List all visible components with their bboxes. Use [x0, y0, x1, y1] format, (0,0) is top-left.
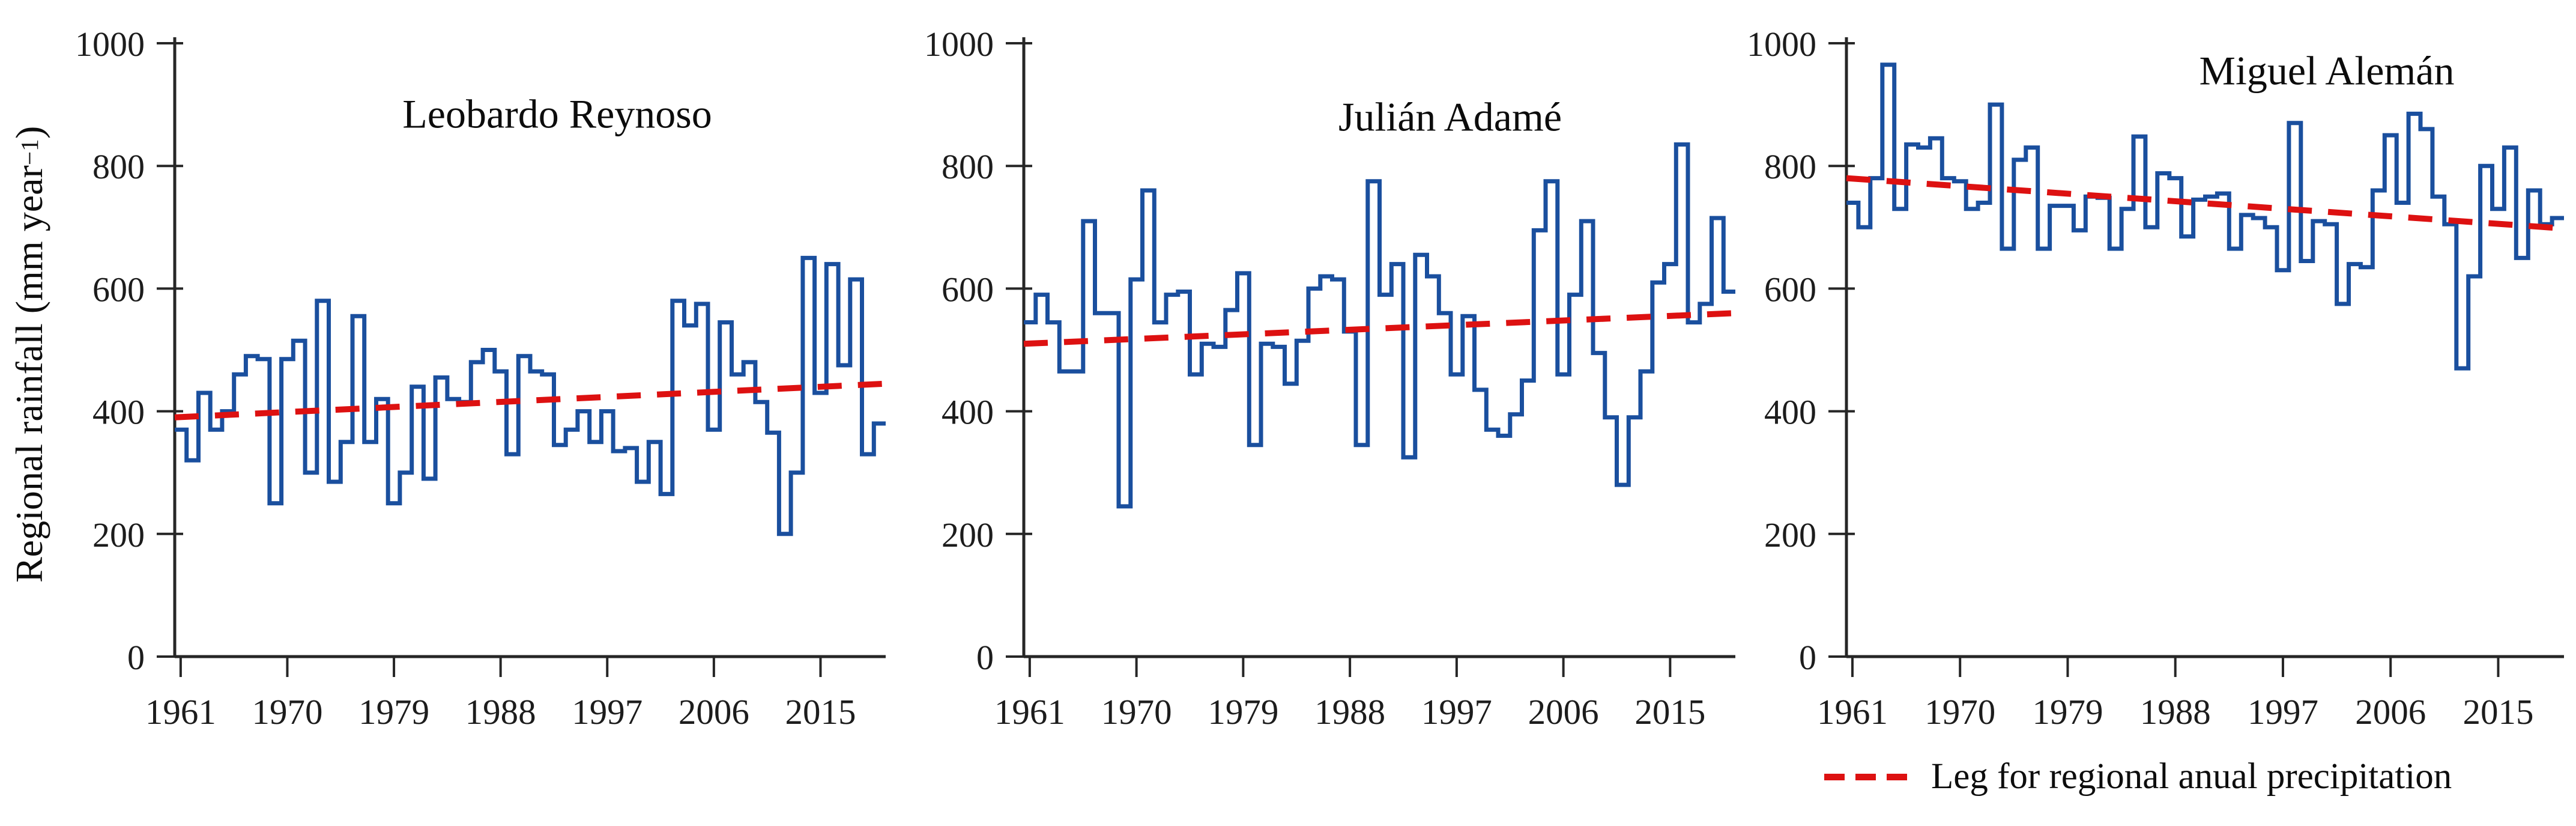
panel-miguel-aleman: 0 200 400 600 800 1000 1961 1970 1979 1988 1997 200… — [1747, 25, 2565, 732]
svg-text:2015: 2015 — [1634, 692, 1705, 732]
svg-text:1000: 1000 — [75, 25, 145, 64]
panel-title-leobardo-reynoso: Leobardo Reynoso — [402, 91, 712, 137]
legend: Leg for regional anual precipitation — [1824, 756, 2452, 798]
trend-dashed-line-icon — [1824, 773, 1907, 780]
svg-text:800: 800 — [92, 147, 145, 186]
svg-text:0: 0 — [1799, 638, 1816, 677]
svg-text:2006: 2006 — [1528, 692, 1599, 732]
svg-text:1000: 1000 — [1747, 25, 1816, 64]
svg-text:1979: 1979 — [2032, 692, 2103, 732]
svg-text:400: 400 — [942, 393, 994, 432]
svg-text:400: 400 — [92, 393, 145, 432]
svg-text:800: 800 — [942, 147, 994, 186]
svg-text:2006: 2006 — [679, 692, 749, 732]
panel-title-miguel-aleman: Miguel Alemán — [2199, 47, 2455, 94]
svg-text:200: 200 — [942, 515, 994, 554]
svg-text:600: 600 — [1764, 270, 1816, 309]
svg-text:600: 600 — [92, 270, 145, 309]
trend-dashed-line — [1846, 175, 2565, 232]
svg-text:1979: 1979 — [358, 692, 429, 732]
svg-text:1997: 1997 — [2248, 692, 2318, 732]
svg-text:1961: 1961 — [1817, 692, 1888, 732]
svg-text:1970: 1970 — [1924, 692, 1995, 732]
svg-text:1997: 1997 — [1421, 692, 1492, 732]
svg-text:1970: 1970 — [252, 692, 322, 732]
svg-text:600: 600 — [942, 270, 994, 309]
svg-text:1988: 1988 — [1314, 692, 1385, 732]
svg-text:2015: 2015 — [2463, 692, 2533, 732]
panel-julian-adame: 0 200 400 600 800 1000 1961 1970 1979 1988 1997 200… — [924, 25, 1736, 732]
panel-title-julian-adame: Julián Adamé — [1338, 94, 1562, 140]
svg-text:1988: 1988 — [2140, 692, 2211, 732]
svg-text:1979: 1979 — [1208, 692, 1278, 732]
svg-text:1970: 1970 — [1101, 692, 1172, 732]
svg-text:1988: 1988 — [465, 692, 536, 732]
y-axis-label: Regional rainfall (mm year −1) — [4, 18, 55, 691]
svg-text:1997: 1997 — [572, 692, 642, 732]
annual-rainfall-step-line — [175, 255, 886, 536]
svg-text:0: 0 — [127, 638, 145, 677]
svg-text:0: 0 — [976, 638, 994, 677]
y-axis-label-close: ) — [8, 126, 50, 139]
svg-text:2015: 2015 — [785, 692, 856, 732]
svg-text:1000: 1000 — [924, 25, 994, 64]
svg-text:400: 400 — [1764, 393, 1816, 432]
annual-rainfall-step-line — [1024, 142, 1735, 509]
annual-rainfall-step-line — [1846, 62, 2564, 371]
svg-text:1961: 1961 — [145, 692, 216, 732]
legend-label: Leg for regional anual precipitation — [1931, 756, 2452, 797]
svg-text:200: 200 — [92, 515, 145, 554]
svg-text:800: 800 — [1764, 147, 1816, 186]
y-axis-label-superscript: −1 — [16, 139, 43, 166]
panel-leobardo-reynoso: 0 200 400 600 800 1000 1961 1970 1979 1988 1997 200… — [75, 25, 886, 732]
svg-text:1961: 1961 — [994, 692, 1065, 732]
svg-text:2006: 2006 — [2355, 692, 2426, 732]
svg-text:200: 200 — [1764, 515, 1816, 554]
y-axis-label-text: Regional rainfall (mm year — [8, 165, 50, 583]
